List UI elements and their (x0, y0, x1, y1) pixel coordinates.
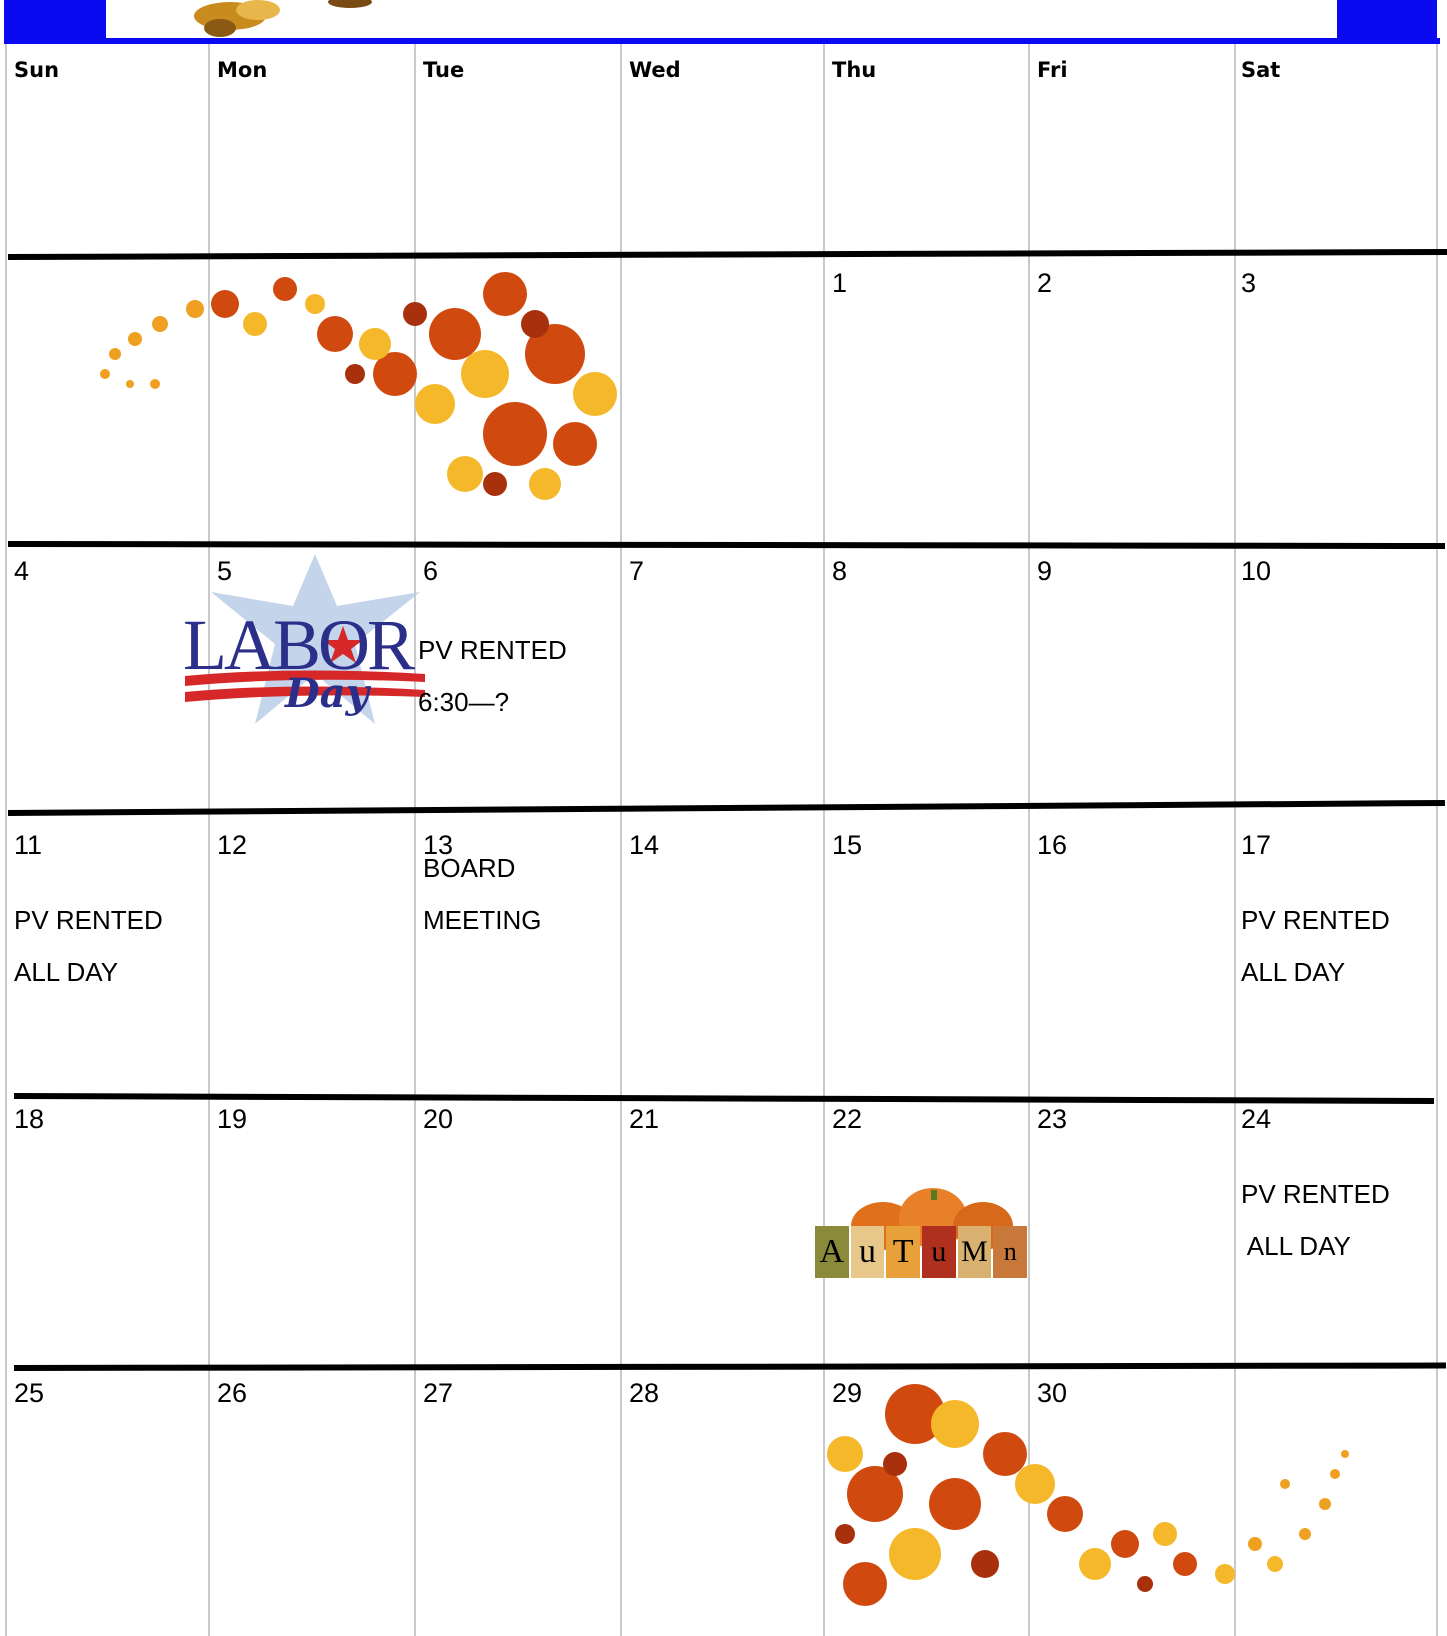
column-divider (5, 44, 7, 1636)
day-number: 26 (217, 1378, 248, 1408)
day-number: 11 (14, 830, 43, 860)
day-number: 24 (1241, 1104, 1272, 1134)
weekday-header-fri: Fri (1037, 58, 1068, 82)
weekday-header-thu: Thu (832, 58, 877, 82)
autumn-letter: T (886, 1226, 921, 1278)
weekday-header-wed: Wed (629, 58, 681, 82)
day-number: 3 (1241, 268, 1257, 298)
banner-accent-right (1337, 0, 1437, 44)
day-number: 15 (832, 830, 863, 860)
column-divider (1028, 44, 1030, 1636)
weekday-header-sun: Sun (14, 58, 60, 82)
autumn-sign-letters: A u T u M n (815, 1226, 1028, 1278)
event-text: MEETING (423, 905, 542, 935)
event-text: PV RENTED (418, 635, 567, 665)
day-number: 13 (423, 830, 454, 860)
day-number: 19 (217, 1104, 248, 1134)
day-number: 16 (1037, 830, 1068, 860)
event-text: ALL DAY (14, 957, 119, 987)
labor-day-star-icon (185, 554, 425, 724)
day-number: 27 (423, 1378, 454, 1408)
autumn-letter: n (993, 1226, 1028, 1278)
labor-day-logo: LABOR Day (175, 554, 425, 734)
autumn-letter: u (922, 1226, 956, 1278)
day-number: 5 (217, 556, 233, 586)
week-rule (13, 1093, 1435, 1104)
day-number: 29 (832, 1378, 863, 1408)
column-divider (208, 44, 210, 1636)
event-text: PV RENTED (14, 905, 163, 935)
event-text: BOARD (423, 853, 516, 883)
autumn-letter: M (957, 1226, 992, 1278)
day-number: 10 (1241, 556, 1272, 586)
day-number: 6 (423, 556, 439, 586)
day-number: 20 (423, 1104, 454, 1134)
weekday-header-mon: Mon (217, 58, 268, 82)
autumn-letter: u (850, 1226, 885, 1278)
column-divider (1436, 44, 1438, 1636)
day-number: 30 (1037, 1378, 1068, 1408)
column-divider (620, 44, 622, 1636)
event-text: PV RENTED (1241, 1179, 1390, 1209)
event-text: ALL DAY (1241, 957, 1346, 987)
column-divider (823, 44, 825, 1636)
event-text: 6:30—? (418, 687, 510, 717)
column-divider (414, 44, 416, 1636)
banner-accent-left (4, 0, 106, 44)
labor-day-word-day: Day (285, 670, 369, 717)
day-number: 9 (1037, 556, 1053, 586)
banner-leaf-decoration (194, 0, 372, 37)
weekday-header-tue: Tue (423, 58, 465, 82)
week-rule (7, 799, 1445, 816)
day-number: 14 (629, 830, 660, 860)
column-divider (1234, 44, 1236, 1636)
weekday-header-sat: Sat (1241, 58, 1281, 82)
day-number: 8 (832, 556, 848, 586)
day-number: 25 (14, 1378, 45, 1408)
day-number: 17 (1241, 830, 1272, 860)
week-rule (7, 541, 1446, 550)
day-number: 12 (217, 830, 248, 860)
day-number: 21 (629, 1104, 660, 1134)
day-number: 7 (629, 556, 645, 586)
autumn-leaves-swirl-bottom (827, 1384, 1349, 1606)
day-number: 1 (832, 268, 848, 298)
labor-day-word: LABOR (183, 605, 415, 685)
day-number: 28 (629, 1378, 660, 1408)
day-number: 2 (1037, 268, 1053, 298)
day-number: 23 (1037, 1104, 1068, 1134)
autumn-leaves-swirl-top (100, 272, 617, 500)
banner-bottom-strip (4, 38, 1440, 44)
event-text: ALL DAY (1241, 1231, 1351, 1261)
event-text: PV RENTED (1241, 905, 1390, 935)
autumn-letter: A (815, 1226, 849, 1278)
day-number: 4 (14, 556, 30, 586)
day-number: 18 (14, 1104, 45, 1134)
calendar-grid: Sun Mon Tue Wed Thu Fri Sat 1 2 3 4 5 6 … (5, 44, 1447, 1636)
day-number: 22 (832, 1104, 863, 1134)
